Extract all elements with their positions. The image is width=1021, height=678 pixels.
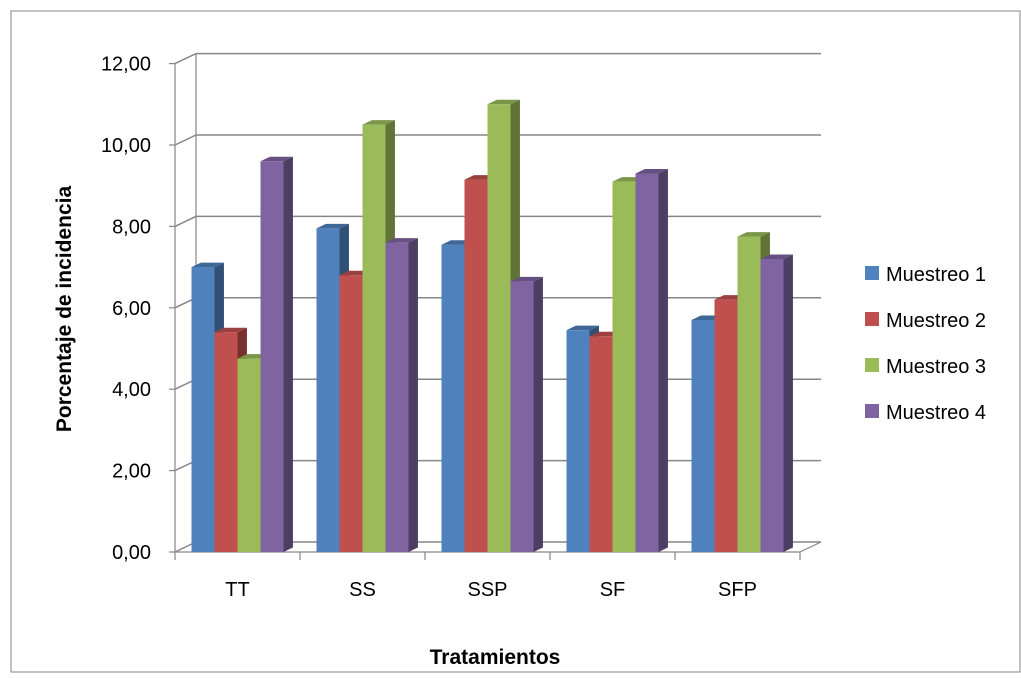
bar-top-face (510, 276, 543, 282)
bar-side-face (783, 254, 793, 552)
bar (260, 156, 293, 552)
bar-side-face (658, 168, 668, 553)
bar-side-face (533, 276, 543, 552)
legend-item: Muestreo 1 (865, 264, 986, 286)
x-axis-label: Tratamientos (430, 646, 561, 669)
legend-swatch (865, 266, 879, 280)
bar-top-face (191, 262, 224, 268)
bar-top-face (385, 238, 418, 243)
bar-front-face (441, 244, 465, 552)
bar-front-face (191, 267, 215, 552)
bar-front-face (635, 173, 659, 553)
bar-front-face (714, 299, 738, 552)
bar-front-face (612, 181, 636, 552)
bar-front-face (464, 179, 488, 552)
bar-front-face (691, 320, 715, 552)
bar-front-face (589, 336, 613, 552)
legend-item: Muestreo 2 (865, 310, 986, 332)
bar-front-face (385, 242, 409, 552)
bar-front-face (566, 330, 590, 552)
bar-top-face (487, 99, 520, 105)
y-axis-ticks: 0,00 2,00 4,00 6,00 8,00 10,00 12,00 (101, 54, 175, 564)
legend: Muestreo 1 Muestreo 2 Muestreo 3 Muestreo 4 (865, 264, 986, 424)
bar-front-face (487, 104, 511, 553)
bar (635, 168, 668, 553)
bars (191, 99, 793, 553)
y-axis-label: Porcentaje de incidencia (53, 186, 76, 433)
floor-right-edge (799, 541, 822, 553)
bar-top-face (737, 232, 770, 237)
bar-top-face (635, 168, 668, 174)
y-tick-label: 12,00 (101, 54, 151, 76)
bar-front-face (237, 358, 261, 552)
bar (385, 238, 418, 552)
legend-label: Muestreo 4 (886, 402, 986, 424)
bar-front-face (339, 275, 363, 552)
bar-front-face (260, 161, 284, 552)
x-tick-label: TT (225, 579, 249, 601)
y-tick-label: 6,00 (112, 298, 151, 320)
bar-front-face (760, 258, 784, 552)
bar-front-face (214, 332, 238, 552)
y-tick-label: 0,00 (112, 542, 151, 564)
gridline (174, 134, 821, 146)
bar-front-face (510, 281, 534, 552)
bar-front-face (362, 124, 386, 553)
y-tick-label: 8,00 (112, 216, 151, 238)
bar-top-face (760, 254, 793, 259)
bar (510, 276, 543, 552)
bar-top-face (362, 120, 395, 125)
bar-top-face (566, 325, 599, 331)
legend-swatch (865, 358, 879, 372)
y-tick-label: 10,00 (101, 135, 151, 157)
bar-top-face (260, 156, 293, 162)
x-tick-label: SS (349, 579, 376, 601)
y-tick-label: 4,00 (112, 379, 151, 401)
bar-top-face (316, 223, 349, 229)
x-axis-ticks: TT SS SSP SF SFP (174, 552, 801, 601)
bar-side-face (408, 238, 418, 552)
legend-label: Muestreo 2 (886, 310, 986, 332)
legend-label: Muestreo 1 (886, 264, 986, 286)
bar (760, 254, 793, 552)
bar-top-face (214, 327, 247, 333)
bar-side-face (283, 156, 293, 552)
x-tick-label: SF (600, 579, 626, 601)
legend-item: Muestreo 3 (865, 356, 986, 378)
x-tick-label: SSP (467, 579, 507, 601)
y-tick-label: 2,00 (112, 461, 151, 483)
bar-front-face (737, 236, 761, 552)
x-tick-label: SFP (718, 579, 757, 601)
gridline (174, 52, 821, 65)
bar-front-face (316, 228, 340, 552)
legend-item: Muestreo 4 (865, 402, 986, 424)
legend-swatch (865, 404, 879, 418)
legend-label: Muestreo 3 (886, 356, 986, 378)
legend-swatch (865, 312, 879, 326)
